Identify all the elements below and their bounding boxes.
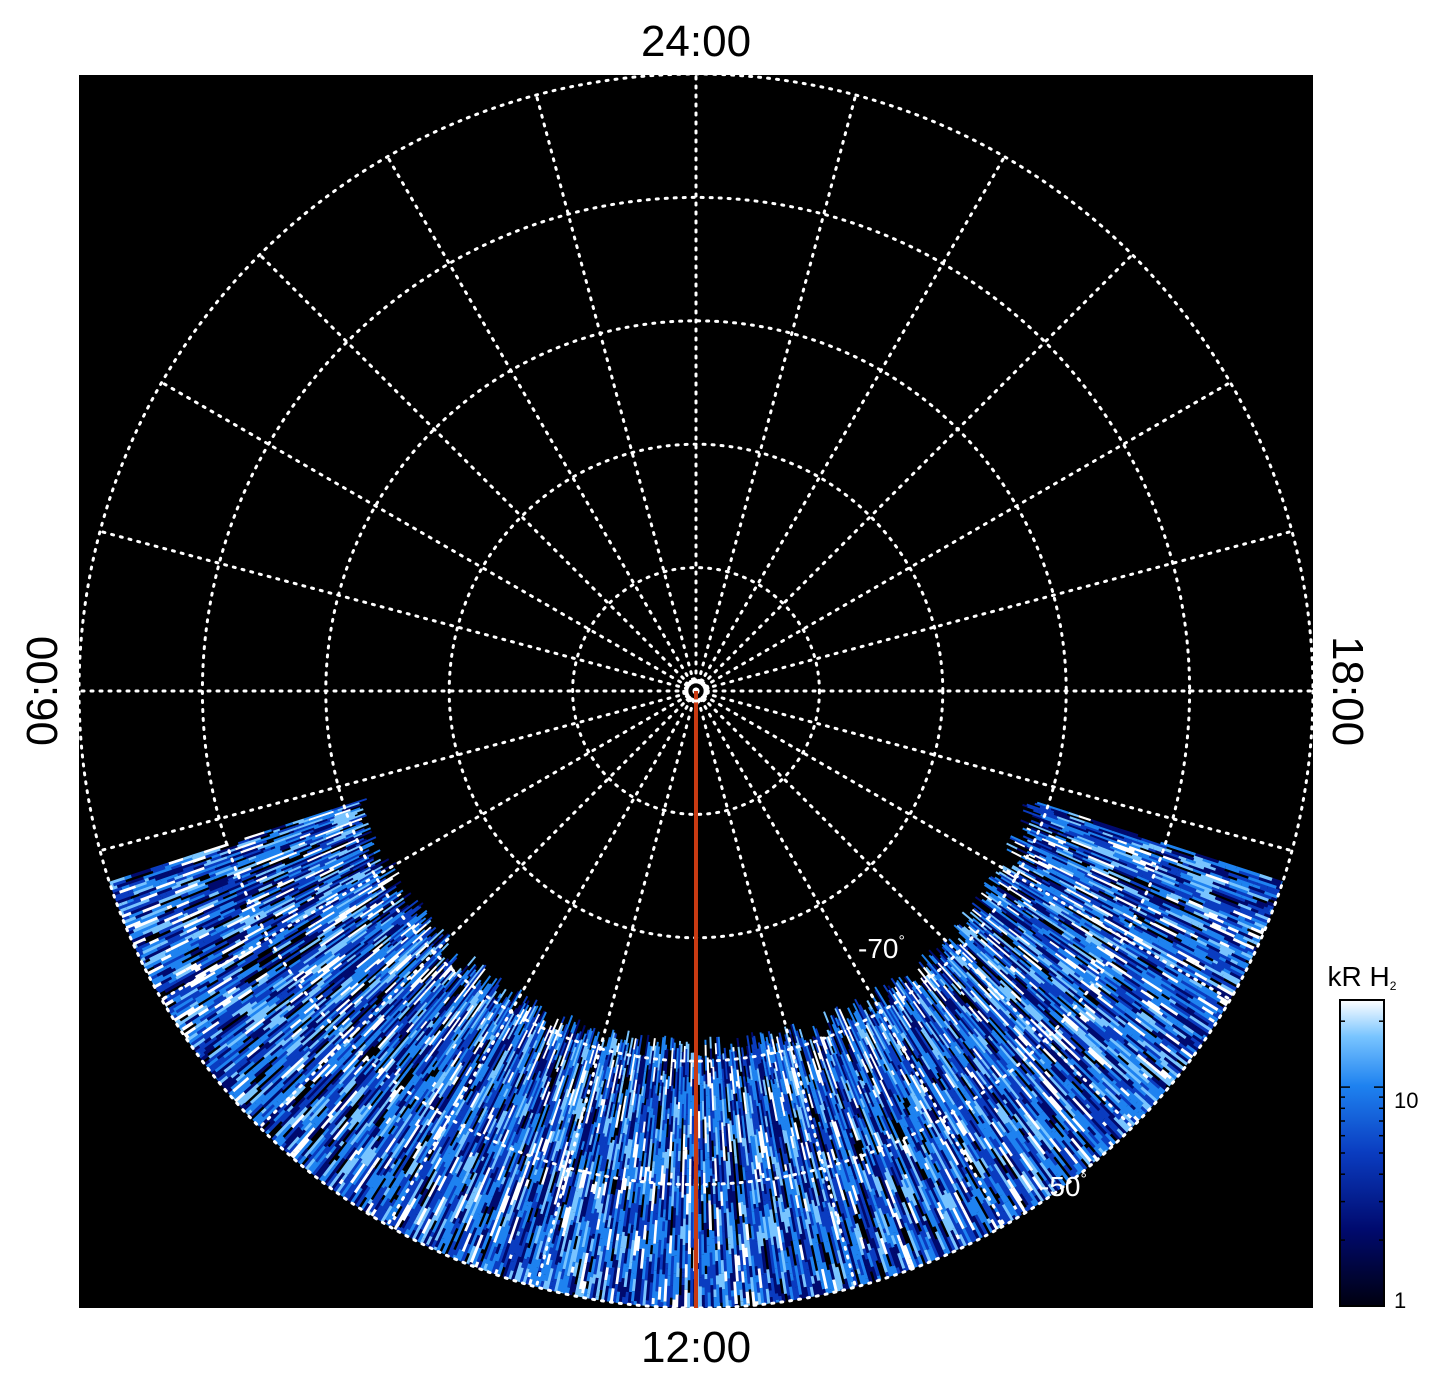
pole-marker-icon xyxy=(684,679,708,703)
auroral-emission xyxy=(109,798,1283,1308)
colorbar-gradient xyxy=(1339,999,1385,1307)
colorbar-minor-ticks xyxy=(1340,1020,1384,1307)
local-time-label-top: 24:00 xyxy=(641,17,751,66)
latitude-label-70: -70° xyxy=(858,933,905,964)
colorbar-title: kR H2 xyxy=(1328,961,1397,993)
local-time-label-right: 18:00 xyxy=(1323,636,1372,746)
local-time-label-bottom: 12:00 xyxy=(641,1323,751,1372)
colorbar-title-subscript: 2 xyxy=(1390,979,1397,993)
latitude-label-50-value: -50 xyxy=(1040,1171,1080,1202)
latitude-label-70-value: -70 xyxy=(858,933,898,964)
latitude-label-50: -50° xyxy=(1040,1171,1087,1202)
colorbar: kR H2 10 1 xyxy=(1328,961,1419,1313)
local-time-label-left: 06:00 xyxy=(18,636,67,746)
colorbar-title-main: kR H xyxy=(1328,961,1390,992)
latitude-label-70-unit: ° xyxy=(898,933,904,950)
latitude-label-50-unit: ° xyxy=(1080,1171,1086,1188)
colorbar-tick-1: 1 xyxy=(1394,1288,1406,1313)
colorbar-tick-10: 10 xyxy=(1394,1088,1418,1113)
